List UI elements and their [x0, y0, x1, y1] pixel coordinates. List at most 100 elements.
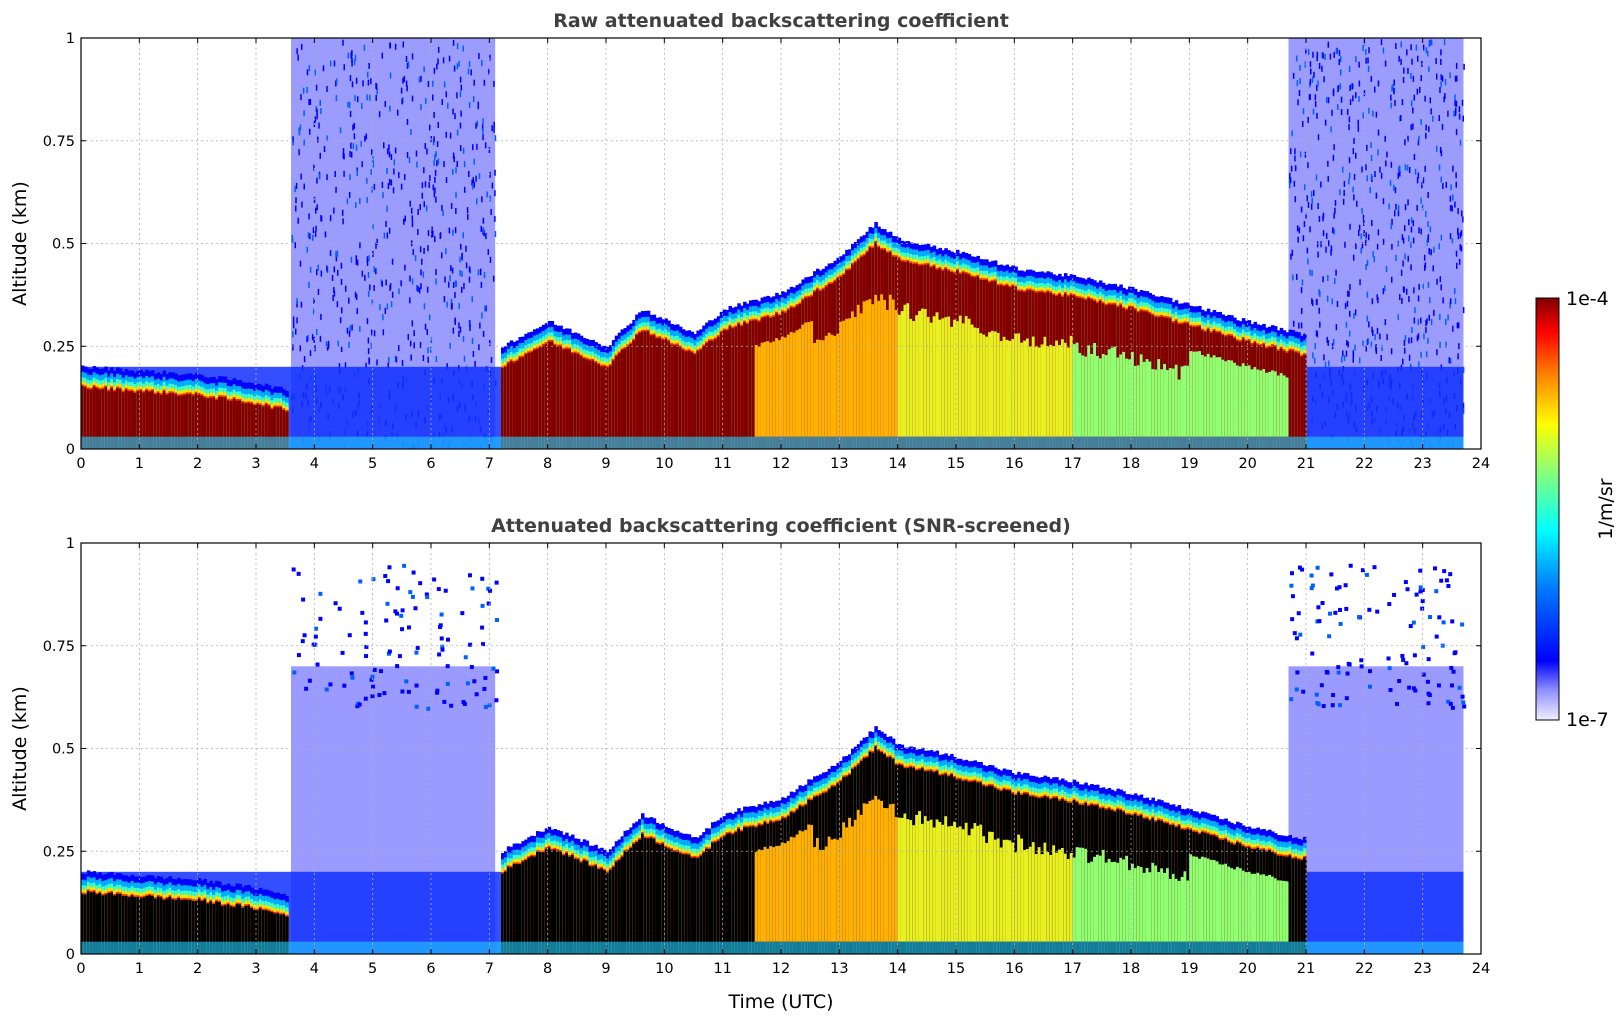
top-layer-column — [638, 332, 642, 449]
bottom-noise-speck — [395, 611, 400, 616]
top-noise-speck — [418, 287, 421, 294]
top-noise-speck — [366, 318, 369, 325]
top-noise-speck — [1326, 336, 1328, 343]
top-layer-column — [600, 366, 604, 449]
top-layer-column — [130, 391, 135, 449]
top-noise-speck — [349, 325, 351, 332]
top-noise-speck — [1397, 205, 1400, 212]
top-noise-speck — [1348, 178, 1350, 185]
top-noise-speck — [437, 121, 439, 128]
top-noise-speck — [413, 330, 415, 337]
bottom-layer-column — [655, 843, 660, 954]
top-noise-speck — [372, 161, 375, 168]
bottom-noise-speck — [1315, 565, 1320, 570]
top-noise-speck — [1454, 201, 1456, 208]
bottom-noise-speck — [315, 662, 320, 667]
top-mixed-layer-column — [1084, 356, 1088, 437]
top-noise-speck — [1380, 355, 1382, 362]
top-layer-column — [655, 338, 660, 449]
bottom-noise-speck — [1343, 583, 1348, 588]
top-noise-speck — [437, 158, 440, 165]
bottom-noise-speck — [407, 625, 412, 630]
top-noise-speck — [1407, 219, 1410, 226]
top-noise-speck — [458, 330, 460, 337]
top-noise-speck — [386, 168, 388, 175]
top-noise-speck — [493, 126, 495, 133]
bottom-noise-speck — [449, 703, 454, 708]
top-noise-speck — [376, 238, 378, 245]
top-noise-speck — [486, 191, 488, 198]
top-noise-speck — [427, 347, 429, 354]
top-noise-speck — [1458, 106, 1461, 113]
top-noise-speck — [460, 243, 462, 250]
top-noise-speck — [1454, 94, 1456, 101]
top-layer-column — [92, 386, 97, 449]
bottom-layer-column — [638, 839, 642, 954]
top-mixed-layer-column — [883, 299, 887, 437]
top-mixed-layer-column — [1119, 354, 1123, 437]
bottom-noise-speck — [1310, 583, 1315, 588]
top-noise-speck — [316, 329, 318, 336]
top-noise-speck — [423, 247, 425, 254]
bottom-noise-speck — [1388, 687, 1393, 692]
top-noise-speck — [419, 342, 422, 349]
top-noise-speck — [302, 87, 305, 94]
top-noise-speck — [388, 356, 390, 363]
top-noise-speck — [405, 56, 408, 63]
top-layer-column — [506, 363, 511, 449]
top-mixed-layer-column — [1268, 371, 1272, 437]
bottom-noise-speck — [437, 652, 442, 657]
top-noise-speck — [1455, 262, 1458, 269]
top-noise-speck — [1408, 354, 1411, 361]
bottom-layer-column — [180, 899, 184, 954]
top-noise-speck — [369, 284, 371, 291]
top-noise-speck — [1443, 96, 1445, 103]
bottom-noise-speck — [443, 588, 448, 593]
bottom-layer-column — [641, 833, 645, 954]
top-noise-speck — [458, 302, 460, 309]
top-mixed-layer-column — [781, 336, 785, 437]
top-noise-speck — [433, 111, 435, 118]
bottom-layer-column — [588, 866, 593, 954]
top-noise-speck — [387, 362, 389, 369]
top-noise-speck — [1417, 139, 1420, 146]
top-noise-speck — [1363, 220, 1365, 227]
top-noise-speck — [351, 56, 353, 63]
bottom-layer-column — [282, 914, 286, 954]
top-noise-speck — [1374, 334, 1376, 341]
top-mixed-layer-column — [1203, 356, 1208, 437]
top-noise-speck — [459, 76, 462, 83]
top-noise-speck — [1425, 124, 1427, 131]
top-noise-speck — [308, 213, 310, 220]
top-noise-speck — [1455, 107, 1457, 114]
bottom-layer-column — [629, 848, 633, 954]
top-layer-column — [215, 399, 219, 449]
top-noise-speck — [1366, 291, 1369, 298]
top-layer-column — [562, 349, 566, 449]
bottom-noise-speck — [1434, 634, 1439, 639]
top-mixed-layer-column — [1078, 352, 1083, 437]
bottom-noise-speck — [440, 644, 445, 649]
bottom-noise-speck — [414, 704, 419, 709]
bottom-noise-speck — [402, 563, 407, 568]
top-noise-speck — [1455, 62, 1458, 69]
top-noise-speck — [411, 95, 414, 102]
top-noise-speck — [476, 198, 478, 205]
top-noise-speck — [314, 231, 317, 238]
top-noise-speck — [1457, 208, 1459, 215]
top-noise-speck — [1318, 289, 1320, 296]
top-noise-speck — [1358, 95, 1360, 102]
top-noise-speck — [315, 269, 318, 276]
top-mixed-layer-column — [973, 327, 978, 437]
top-noise-speck — [1341, 356, 1343, 363]
top-mixed-layer-column — [961, 323, 966, 437]
top-noise-speck — [473, 158, 475, 165]
bottom-layer-column — [617, 860, 622, 954]
top-x-tick-label: 7 — [485, 456, 494, 472]
top-noise-speck — [1353, 137, 1355, 144]
top-x-tick-label: 2 — [193, 456, 202, 472]
top-noise-speck — [1397, 210, 1400, 217]
bottom-layer-column — [512, 864, 517, 954]
top-layer-column — [218, 396, 222, 449]
top-noise-speck — [1323, 76, 1325, 83]
